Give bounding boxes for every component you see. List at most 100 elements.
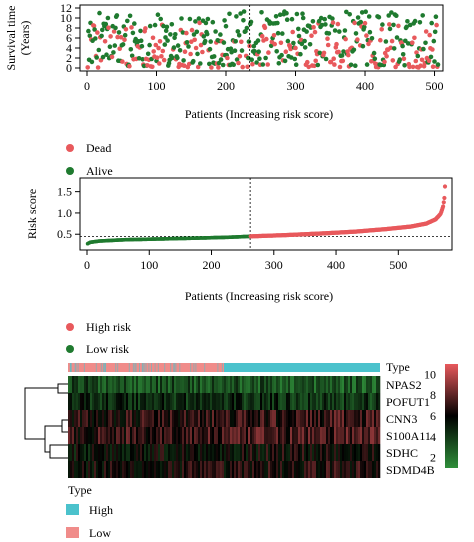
survival-point-dead [266, 50, 271, 55]
heatmap-cell-pofut1 [80, 393, 83, 410]
heatmap-cell-npas2 [98, 376, 101, 393]
heatmap-cell-pofut1 [302, 393, 305, 410]
heatmap-cell-sdhc [366, 444, 369, 461]
heatmap-cell-sdhc [370, 444, 373, 461]
heatmap-cell-npas2 [346, 376, 349, 393]
heatmap-cell-pofut1 [242, 393, 245, 410]
heatmap-cell-npas2 [96, 376, 99, 393]
survival-point-dead [305, 59, 310, 65]
heatmap-cell-s100a11 [346, 427, 349, 444]
heatmap-cell-pofut1 [158, 393, 161, 410]
survival-point-dead [192, 37, 197, 43]
heatmap-cell-sdmd4b [102, 461, 105, 478]
heatmap-cell-s100a11 [176, 427, 179, 444]
survival-point-alive [93, 36, 98, 41]
risk-point-high [441, 204, 446, 209]
heatmap-cell-pofut1 [358, 393, 361, 410]
heatmap-cell-sdhc [88, 444, 91, 461]
heatmap-cell-s100a11 [280, 427, 283, 444]
colorbar-tick-label: 6 [430, 409, 436, 423]
heatmap-cell-s100a11 [344, 427, 347, 444]
heatmap-cell-sdmd4b [156, 461, 159, 478]
heatmap-cell-cnn3 [254, 410, 257, 427]
heatmap-cell-pofut1 [354, 393, 357, 410]
heatmap-cell-sdmd4b [300, 461, 303, 478]
survival-point-alive [169, 22, 175, 27]
heatmap-cell-npas2 [112, 376, 115, 393]
heatmap-cells [68, 376, 381, 478]
survival-point-dead [151, 49, 156, 54]
heatmap-cell-s100a11 [370, 427, 373, 444]
survival-point-dead [325, 42, 331, 48]
survival-point-alive [404, 24, 410, 30]
heatmap-cell-s100a11 [318, 427, 321, 444]
survival-point-alive [254, 60, 259, 65]
survival-point-dead [293, 45, 298, 51]
heatmap-cell-sdhc [298, 444, 301, 461]
heatmap-cell-cnn3 [118, 410, 121, 427]
heatmap-cell-sdhc [240, 444, 243, 461]
survival-point-dead [262, 25, 268, 31]
heatmap-cell-sdmd4b [220, 461, 223, 478]
heatmap-cell-sdmd4b [82, 461, 85, 478]
heatmap-cell-pofut1 [372, 393, 375, 410]
heatmap-cell-s100a11 [314, 427, 317, 444]
heatmap-cell-npas2 [334, 376, 337, 393]
heatmap-cell-pofut1 [144, 393, 147, 410]
heatmap-cell-s100a11 [130, 427, 133, 444]
heatmap-cell-sdhc [320, 444, 323, 461]
survival-point-dead [123, 27, 129, 32]
survival-point-alive [170, 55, 175, 61]
survival-point-alive [367, 29, 373, 35]
heatmap-cell-pofut1 [238, 393, 241, 410]
heatmap-cell-pofut1 [276, 393, 279, 410]
heatmap-cell-sdhc [182, 444, 185, 461]
annotation-stripe [135, 363, 137, 372]
gene-label-pofut1: POFUT1 [386, 395, 430, 409]
heatmap-cell-cnn3 [104, 410, 107, 427]
heatmap-cell-s100a11 [312, 427, 315, 444]
heatmap-cell-sdhc [294, 444, 297, 461]
heatmap-cell-cnn3 [226, 410, 229, 427]
heatmap-cell-sdmd4b [364, 461, 367, 478]
heatmap-cell-sdhc [242, 444, 245, 461]
heatmap-cell-sdmd4b [104, 461, 107, 478]
heatmap-cell-s100a11 [354, 427, 357, 444]
survival-point-dead [346, 52, 351, 58]
heatmap-cell-sdmd4b [212, 461, 215, 478]
survival-point-alive [351, 47, 357, 53]
heatmap-cell-s100a11 [328, 427, 331, 444]
heatmap-cell-sdhc [378, 444, 381, 461]
heatmap-cell-s100a11 [276, 427, 279, 444]
heatmap-cell-npas2 [280, 376, 283, 393]
colorbar-tick-label: 8 [430, 388, 436, 402]
heatmap-cell-s100a11 [254, 427, 257, 444]
heatmap-cell-cnn3 [336, 410, 339, 427]
annotation-stripe [102, 363, 104, 372]
annotation-stripe [175, 363, 177, 372]
heatmap-cell-npas2 [90, 376, 93, 393]
heatmap-cell-s100a11 [84, 427, 87, 444]
heatmap-cell-sdhc [192, 444, 195, 461]
heatmap-cell-cnn3 [274, 410, 277, 427]
heatmap-cell-npas2 [88, 376, 91, 393]
heatmap-cell-npas2 [126, 376, 129, 393]
heatmap-cell-pofut1 [226, 393, 229, 410]
heatmap-cell-pofut1 [166, 393, 169, 410]
heatmap-cell-cnn3 [168, 410, 171, 427]
risk-y-tick-label: 1.5 [57, 185, 72, 199]
heatmap-cell-sdhc [272, 444, 275, 461]
heatmap-cell-sdmd4b [332, 461, 335, 478]
heatmap-cell-sdmd4b [282, 461, 285, 478]
heatmap-cell-sdhc [134, 444, 137, 461]
survival-point-alive [376, 14, 382, 20]
heatmap-cell-cnn3 [136, 410, 139, 427]
survival-point-alive [330, 16, 335, 21]
heatmap-cell-s100a11 [322, 427, 325, 444]
heatmap-cell-sdhc [136, 444, 139, 461]
survival-point-alive [208, 39, 213, 44]
heatmap-cell-npas2 [270, 376, 273, 393]
annotation-stripe [195, 363, 197, 372]
heatmap-cell-cnn3 [152, 410, 155, 427]
heatmap-cell-pofut1 [326, 393, 329, 410]
